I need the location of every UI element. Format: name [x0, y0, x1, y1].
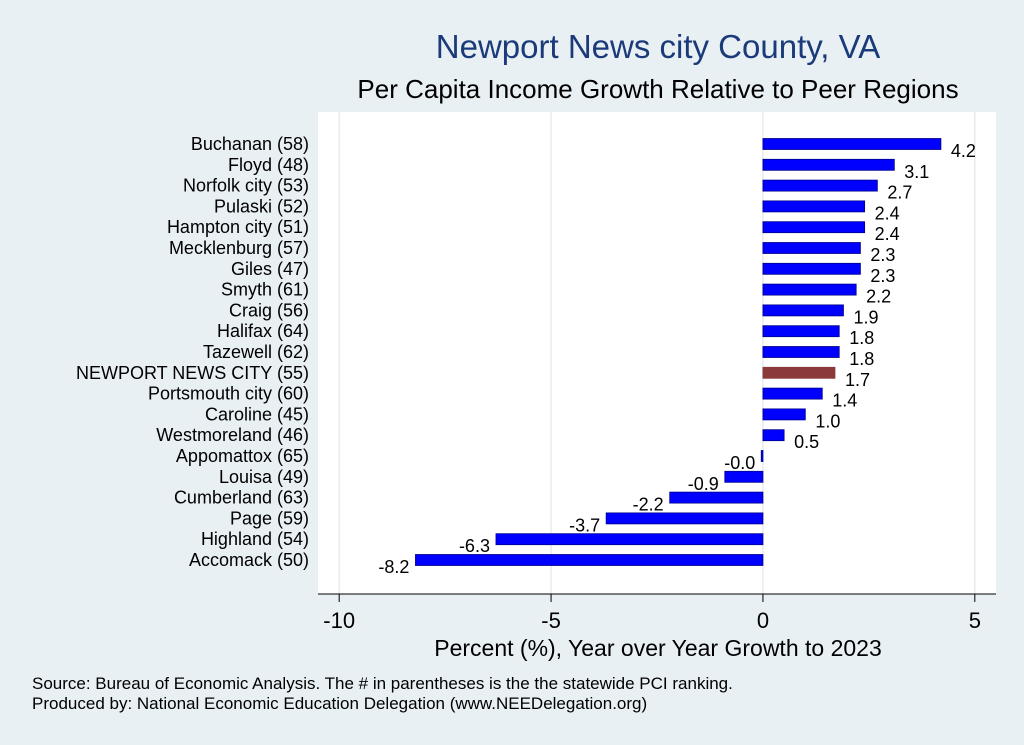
bar — [762, 283, 857, 296]
bar — [762, 221, 866, 234]
value-label: 1.9 — [853, 307, 878, 327]
bar — [669, 491, 764, 504]
value-label: 2.3 — [870, 245, 895, 265]
category-label: Norfolk city (53) — [183, 176, 309, 196]
value-label: 1.8 — [849, 328, 874, 348]
value-label: -2.2 — [633, 495, 664, 515]
bar — [762, 158, 895, 171]
bar — [762, 366, 836, 379]
value-label: -0.0 — [724, 453, 755, 473]
value-label: 0.5 — [794, 432, 819, 452]
value-label: 2.7 — [887, 183, 912, 203]
bar — [762, 200, 866, 213]
bar — [762, 242, 861, 254]
bar — [762, 304, 844, 317]
bar — [762, 138, 942, 150]
bar — [762, 387, 823, 400]
bar — [605, 512, 764, 525]
bar — [762, 346, 840, 358]
source-note: Source: Bureau of Economic Analysis. The… — [32, 674, 733, 693]
value-label: 2.4 — [875, 203, 900, 223]
chart-subtitle: Per Capita Income Growth Relative to Pee… — [357, 74, 958, 104]
value-label: -6.3 — [459, 536, 490, 556]
value-label: 1.0 — [815, 411, 840, 431]
value-label: 2.2 — [866, 287, 891, 307]
produced-by-note: Produced by: National Economic Education… — [32, 694, 647, 713]
category-label: Hampton city (51) — [167, 217, 309, 237]
category-label: Appomattox (65) — [176, 446, 309, 466]
value-label: 1.7 — [845, 370, 870, 390]
bar — [762, 429, 785, 442]
category-label: Floyd (48) — [228, 155, 309, 175]
category-label: Westmoreland (46) — [156, 425, 309, 445]
category-label: Cumberland (63) — [174, 488, 309, 508]
bar — [762, 325, 840, 338]
bar — [415, 554, 764, 566]
category-labels: Buchanan (58)Floyd (48)Norfolk city (53)… — [76, 134, 309, 570]
category-label: Louisa (49) — [219, 467, 309, 487]
x-tick-label: 0 — [757, 608, 769, 633]
value-label: 2.4 — [875, 224, 900, 244]
value-label: -8.2 — [378, 557, 409, 577]
value-labels: 4.23.12.72.42.42.32.32.21.91.81.81.71.41… — [378, 141, 976, 577]
bars — [415, 138, 942, 566]
x-axis-ticks: -10 -5 0 5 — [323, 594, 981, 633]
category-label: Highland (54) — [201, 529, 309, 549]
category-label: Portsmouth city (60) — [148, 384, 309, 404]
value-label: -0.9 — [688, 474, 719, 494]
category-label: Halifax (64) — [217, 321, 309, 341]
bar — [762, 262, 861, 275]
category-label: Mecklenburg (57) — [169, 238, 309, 258]
category-label: Pulaski (52) — [214, 196, 309, 216]
category-label: Craig (56) — [229, 300, 309, 320]
category-label: Giles (47) — [231, 259, 309, 279]
bar — [762, 179, 878, 192]
value-label: 1.8 — [849, 349, 874, 369]
value-label: 1.4 — [832, 391, 857, 411]
value-label: -3.7 — [569, 515, 600, 535]
category-label: Buchanan (58) — [191, 134, 309, 154]
chart-title: Newport News city County, VA — [436, 28, 880, 65]
x-axis-label: Percent (%), Year over Year Growth to 20… — [434, 635, 882, 661]
value-label: 3.1 — [904, 162, 929, 182]
category-label: Caroline (45) — [205, 404, 309, 424]
category-label: Smyth (61) — [221, 280, 309, 300]
value-label: 4.2 — [951, 141, 976, 161]
bar — [724, 470, 764, 483]
x-tick-label: -5 — [541, 608, 561, 633]
x-tick-label: -10 — [323, 608, 355, 633]
value-label: 2.3 — [870, 266, 895, 286]
bar — [760, 450, 764, 462]
category-label: NEWPORT NEWS CITY (55) — [76, 363, 309, 383]
category-label: Tazewell (62) — [203, 342, 309, 362]
x-tick-label: 5 — [969, 608, 981, 633]
category-label: Page (59) — [230, 508, 309, 528]
bar — [495, 533, 764, 546]
category-label: Accomack (50) — [189, 550, 309, 570]
bar — [762, 408, 806, 421]
